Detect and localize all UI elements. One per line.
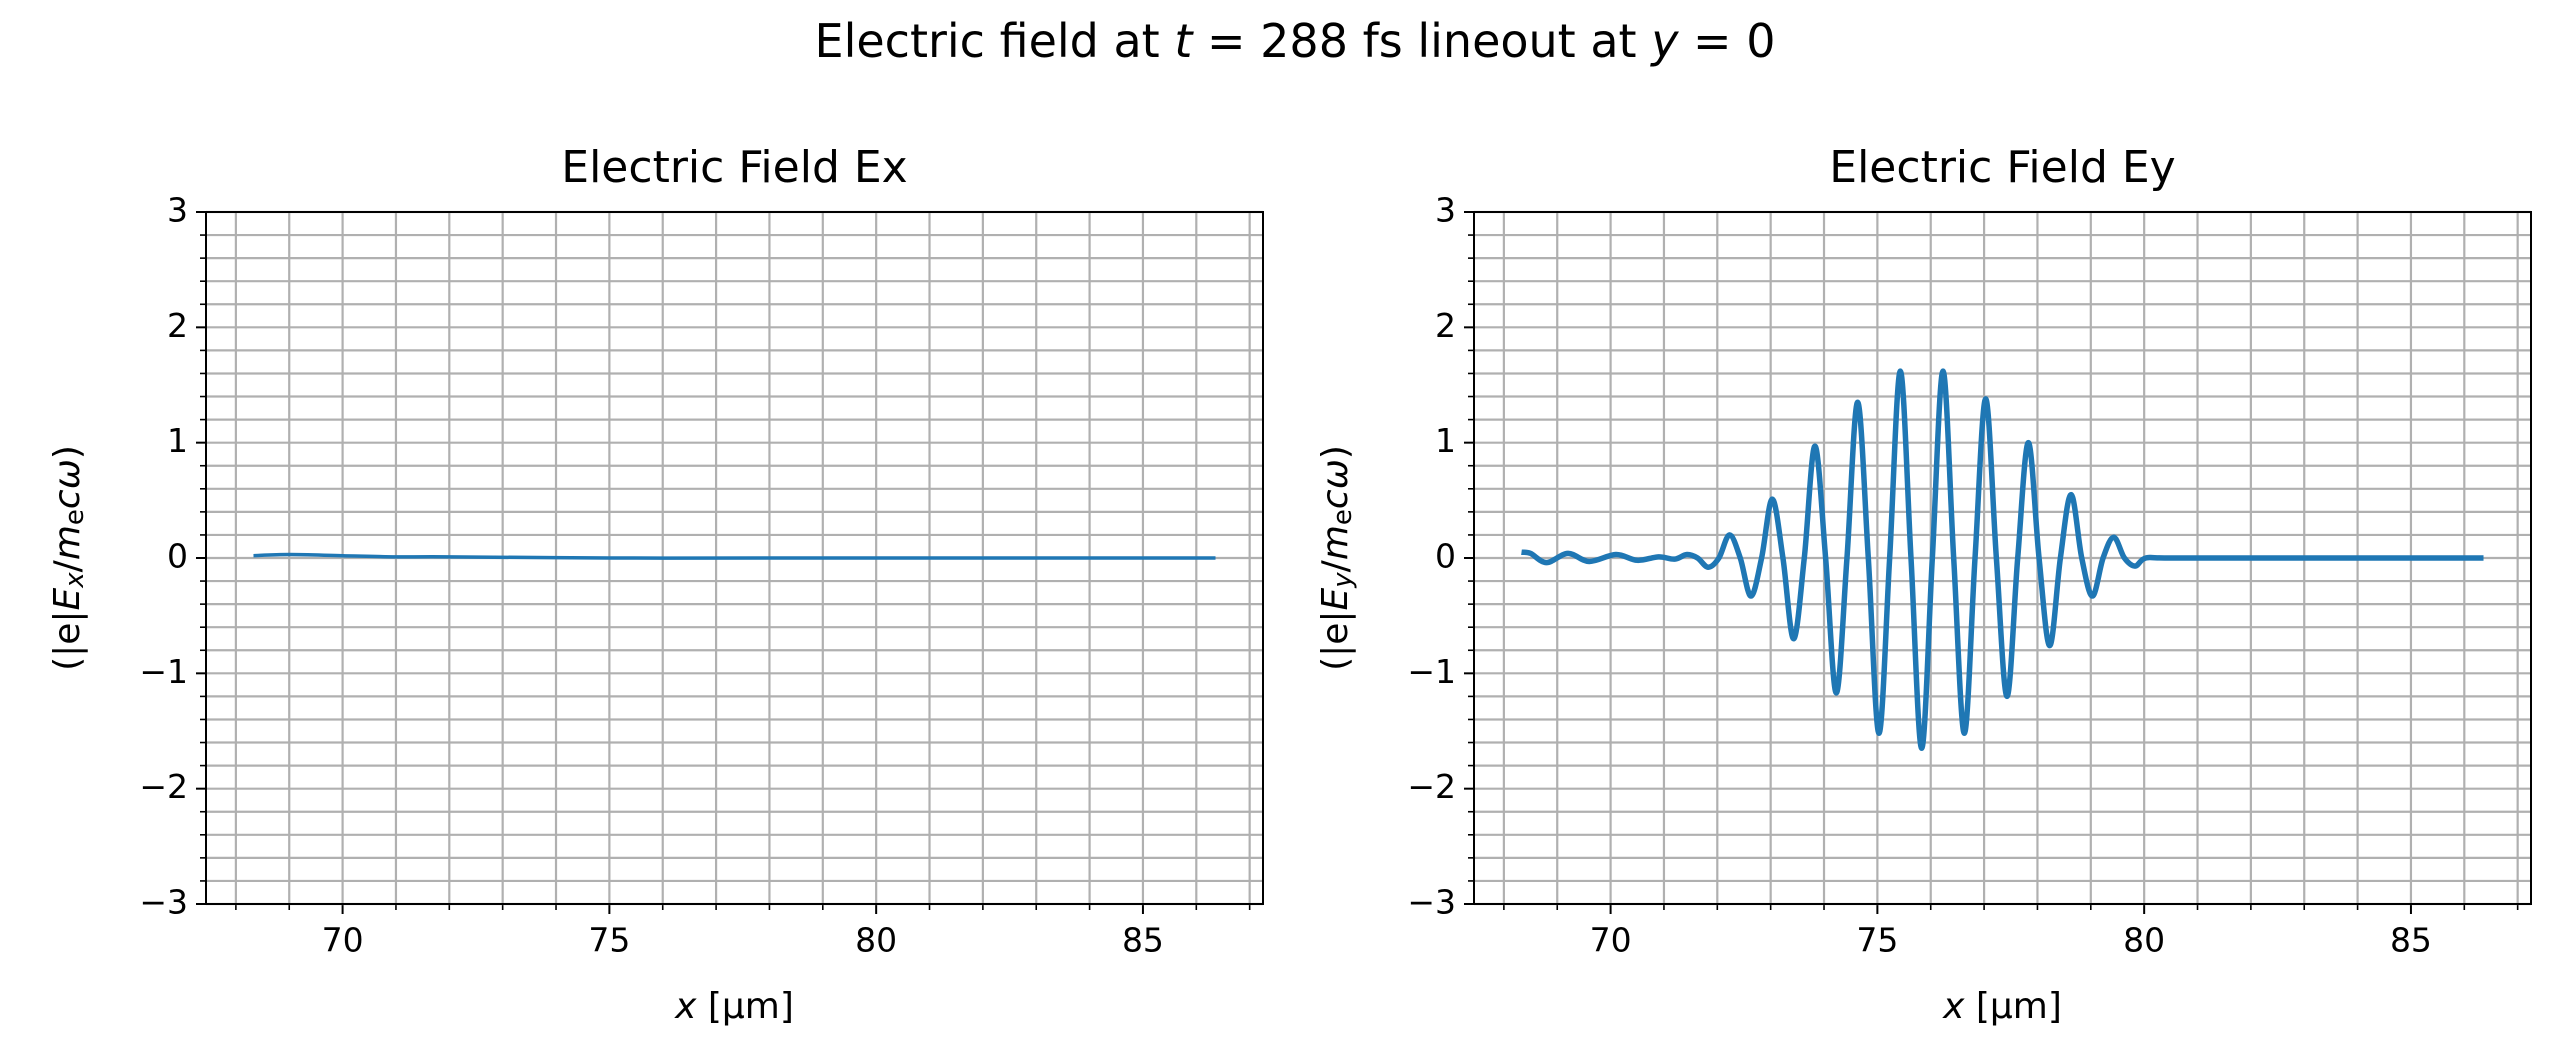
y-axis-label: (|e|Ey/mecω) xyxy=(1315,445,1358,671)
y-tick-label: −2 xyxy=(1407,767,1456,806)
y-tick-label: 3 xyxy=(1435,191,1456,230)
x-tick-label: 75 xyxy=(1856,921,1898,960)
text-part: (|e| xyxy=(1315,610,1356,670)
y-tick-label: 2 xyxy=(167,306,188,345)
text-part: cω xyxy=(1315,459,1356,509)
text-part: / xyxy=(1315,559,1356,572)
y-tick-label: 1 xyxy=(1435,421,1456,460)
x-tick-label: 80 xyxy=(855,921,897,960)
y-tick-label: 0 xyxy=(167,537,188,576)
x-axis-label: x [µm] xyxy=(1942,986,2062,1027)
text-part: t xyxy=(1174,14,1194,68)
y-tick-label: −3 xyxy=(1407,883,1456,922)
text-part: e xyxy=(60,509,90,525)
y-tick-label: 1 xyxy=(167,421,188,460)
text-part: [µm] xyxy=(1964,986,2062,1027)
text-part: x xyxy=(1942,986,1965,1027)
x-tick-label: 85 xyxy=(1122,921,1164,960)
text-part: x xyxy=(674,986,697,1027)
text-part: (|e| xyxy=(47,610,88,670)
data-line xyxy=(253,552,1216,560)
text-part: ) xyxy=(47,445,88,459)
x-tick-label: 80 xyxy=(2123,921,2165,960)
text-part: y xyxy=(1328,572,1358,589)
subplot-title: Electric Field Ex xyxy=(561,142,907,193)
text-part: E xyxy=(47,587,88,610)
x-tick-label: 70 xyxy=(1590,921,1632,960)
y-tick-label: −3 xyxy=(139,883,188,922)
x-tick-label: 70 xyxy=(322,921,364,960)
y-tick-label: −2 xyxy=(139,767,188,806)
text-part: / xyxy=(47,559,88,572)
text-part: ) xyxy=(1315,445,1356,459)
text-part: x xyxy=(60,572,90,589)
text-part: e xyxy=(1328,509,1358,525)
y-axis-label: (|e|Ex/mecω) xyxy=(47,445,90,671)
text-part: Electric field at xyxy=(815,14,1175,68)
y-tick-label: 2 xyxy=(1435,306,1456,345)
text-part: y xyxy=(1649,14,1679,68)
y-tick-label: −1 xyxy=(1407,652,1456,691)
text-part: m xyxy=(47,525,88,560)
text-part: = 0 xyxy=(1678,14,1775,68)
text-part: = 288 fs lineout at xyxy=(1192,14,1651,68)
text-part: cω xyxy=(47,459,88,509)
x-axis-label: x [µm] xyxy=(674,986,794,1027)
axes-frame xyxy=(1473,211,2532,905)
y-tick-label: 0 xyxy=(1435,537,1456,576)
data-line xyxy=(1521,368,2484,752)
figure-title: Electric field at t = 288 fs lineout at … xyxy=(815,14,1776,68)
subplot-title: Electric Field Ey xyxy=(1829,142,2175,193)
axes-frame xyxy=(205,211,1264,905)
x-tick-label: 85 xyxy=(2390,921,2432,960)
x-tick-label: 75 xyxy=(588,921,630,960)
text-part: m xyxy=(1315,525,1356,560)
y-tick-label: 3 xyxy=(167,191,188,230)
y-tick-label: −1 xyxy=(139,652,188,691)
text-part: [µm] xyxy=(696,986,794,1027)
text-part: E xyxy=(1315,587,1356,610)
